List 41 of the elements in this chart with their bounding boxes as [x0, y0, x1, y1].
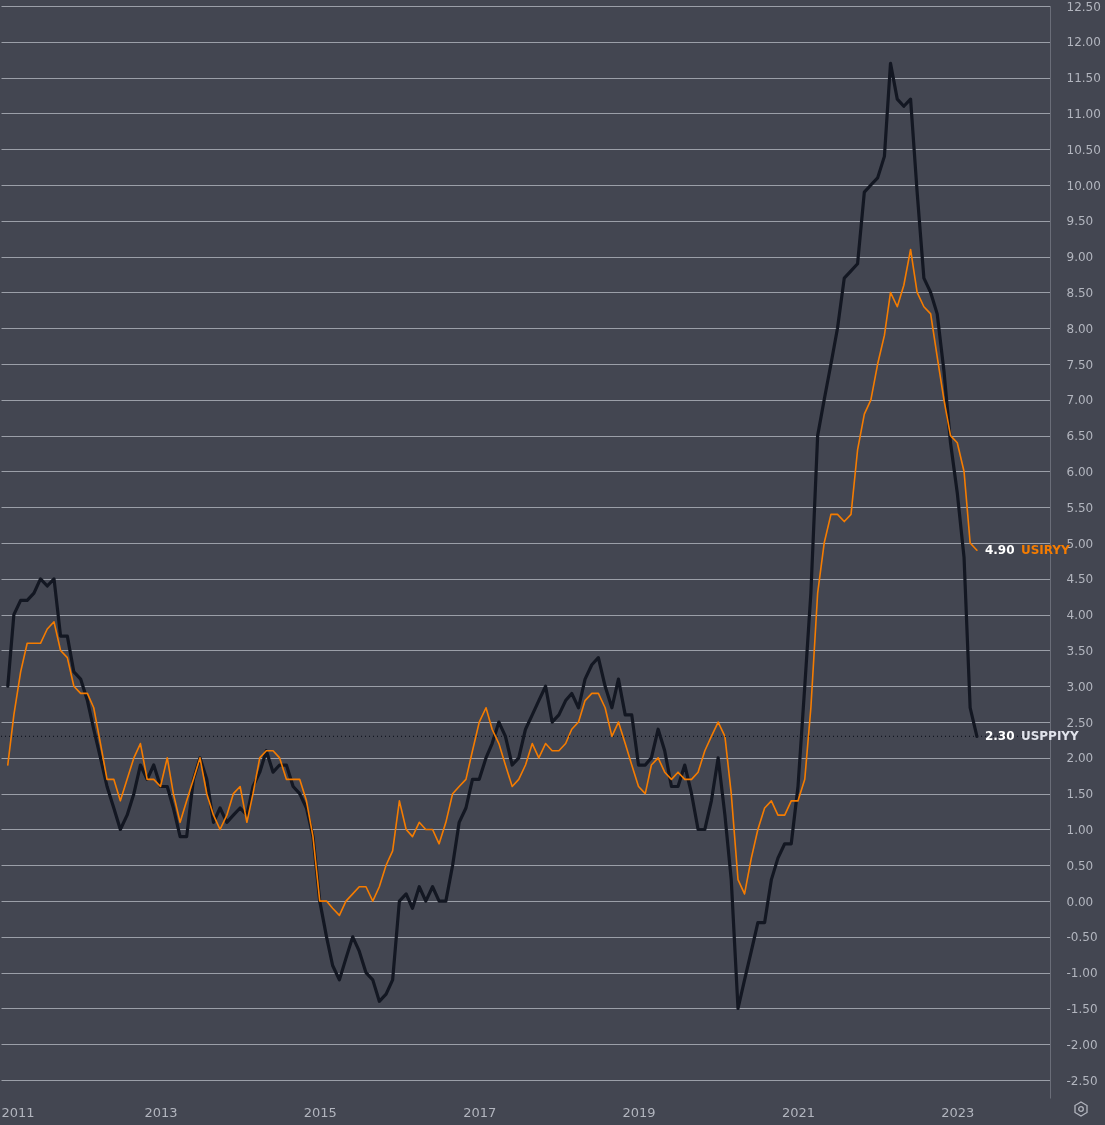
y-tick-label: 4.00: [1066, 608, 1094, 623]
y-tick-label: 0.00: [1066, 894, 1094, 909]
y-tick-label: 10.50: [1066, 142, 1101, 157]
y-tick-label: 3.00: [1066, 679, 1094, 694]
y-tick-label: 10.00: [1066, 178, 1101, 193]
x-tick-label: 2017: [463, 1104, 497, 1120]
y-tick-label: 8.50: [1066, 285, 1094, 300]
x-tick-label: 2015: [303, 1104, 337, 1120]
y-tick-label: -1.50: [1066, 1001, 1098, 1016]
y-tick-label: 6.00: [1066, 464, 1094, 479]
y-tick-label: -0.50: [1066, 930, 1098, 945]
y-tick-label: 2.00: [1066, 751, 1094, 766]
x-tick-label: 2021: [781, 1104, 816, 1120]
line-series: [6, 248, 978, 917]
y-tick-label: -2.00: [1066, 1037, 1098, 1052]
y-tick-label: 12.50: [1066, 0, 1101, 14]
y-tick-label: 0.50: [1066, 858, 1094, 873]
y-tick-label: 1.00: [1066, 822, 1094, 837]
x-tick-label: 2023: [941, 1104, 975, 1120]
y-tick-label: -2.50: [1066, 1073, 1098, 1088]
y-tick-label: 9.50: [1066, 214, 1094, 229]
annotation: 2.30: [984, 729, 1015, 744]
y-tick-label: 11.00: [1066, 106, 1101, 121]
y-tick-label: 3.50: [1066, 643, 1094, 658]
x-tick-label: 2019: [622, 1104, 656, 1120]
x-tick-label: 2011: [1, 1104, 35, 1120]
annotation: 4.90: [984, 543, 1015, 558]
y-tick-label: 5.50: [1066, 500, 1094, 515]
y-tick-label: 6.50: [1066, 429, 1094, 444]
x-tick-label: 2013: [144, 1104, 178, 1120]
y-tick-label: 7.50: [1066, 357, 1094, 372]
text: USPPIYY: [1020, 729, 1080, 744]
y-tick-label: 11.50: [1066, 71, 1101, 86]
y-tick-label: 4.50: [1066, 572, 1094, 587]
y-tick-label: 9.00: [1066, 250, 1094, 265]
y-tick-label: 2.50: [1066, 715, 1094, 730]
y-tick-label: 8.00: [1066, 321, 1094, 336]
y-tick-label: 12.00: [1066, 35, 1101, 50]
y-tick-label: 7.00: [1066, 393, 1094, 408]
y-tick-label: -1.00: [1066, 966, 1098, 981]
y-tick-label: 1.50: [1066, 787, 1094, 802]
